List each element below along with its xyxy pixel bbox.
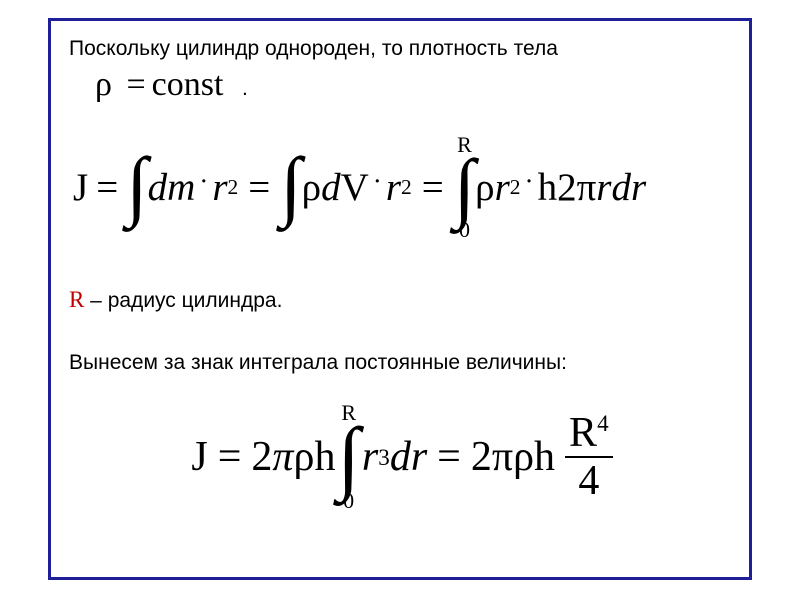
integral-2: ∫ [280, 154, 301, 216]
intro-text-span: Поскольку цилиндр однороден, то плотност… [69, 37, 558, 60]
equation-2: J = 2πρh R ∫ 0 r3dr = 2πρh R4 4 [69, 402, 735, 512]
equation-1: J = ∫ dm · r2 = ∫ ρdV · r2 = R ∫ 0 ρr2 ·… [73, 134, 735, 240]
integral-3: ∫ [454, 156, 475, 218]
slide-frame: Поскольку цилиндр однороден, то плотност… [48, 18, 752, 580]
r-c-wrap: r [495, 168, 510, 207]
r2-1: r [212, 168, 227, 207]
dash: – [84, 289, 107, 312]
eq-1b: = [238, 168, 280, 207]
J-1: J [73, 168, 88, 207]
h-3: h [534, 436, 555, 478]
integral-1: ∫ [126, 154, 147, 216]
eq-1c: = [412, 168, 454, 207]
frac-den: 4 [578, 458, 599, 502]
rho-5: ρ [513, 436, 534, 478]
R-letter: R [69, 287, 84, 312]
r-b: r [386, 166, 401, 209]
d2: d [321, 166, 341, 209]
rho-4: ρ [293, 436, 314, 478]
R-num: R [569, 410, 597, 456]
eq-2b: = [427, 436, 471, 478]
two-a: 2 [251, 436, 272, 478]
pi-1: π [577, 168, 597, 207]
dot-2: · [369, 168, 386, 195]
sup4: 4 [597, 410, 609, 436]
m1: m [167, 166, 195, 209]
integral-4-limits: R ∫ 0 [337, 402, 359, 512]
two-coef: 2 [557, 168, 577, 207]
r-c: r [495, 166, 510, 209]
const-word: const [152, 66, 224, 103]
radius-text: радиус цилиндра. [108, 289, 283, 312]
eq-2a: = [208, 436, 252, 478]
dot-3: · [521, 168, 538, 195]
r2-2: r [386, 168, 401, 207]
intro-text: Поскольку цилиндр однороден, то плотност… [69, 35, 735, 62]
period-1: . [242, 77, 248, 100]
integral-3-limits: R ∫ 0 [454, 134, 475, 240]
J-2: J [191, 436, 207, 478]
h-1: h [538, 168, 558, 207]
r-a: r [212, 166, 227, 209]
dV: d [321, 168, 341, 207]
frac-num: R4 [565, 412, 613, 456]
dot-1: · [195, 168, 212, 195]
integral-4: ∫ [337, 424, 359, 490]
r-d: r [596, 168, 611, 207]
slide-content: Поскольку цилиндр однороден, то плотност… [51, 21, 749, 577]
rho-const-equation: ρ =const . [95, 68, 735, 102]
equals-1: = [120, 66, 151, 103]
factor-out-text: Вынесем за знак интеграла постоянные вел… [69, 349, 735, 376]
rho-2: ρ [302, 168, 321, 207]
factor-out-span: Вынесем за знак интеграла постоянные вел… [69, 351, 567, 374]
d1: d [148, 166, 168, 209]
dr-2: dr [390, 436, 427, 478]
r-definition: R – радиус цилиндра. [69, 287, 735, 313]
r-e: r [362, 436, 378, 478]
h-2: h [314, 436, 335, 478]
rho-3: ρ [475, 168, 494, 207]
pi-3: π [492, 436, 513, 478]
fraction-R4-4: R4 4 [565, 412, 613, 502]
dm: dm [148, 168, 196, 207]
pi-2: π [272, 436, 293, 478]
two-b: 2 [471, 436, 492, 478]
V: V [341, 168, 369, 207]
rho-symbol: ρ [95, 66, 112, 103]
dr-1: dr [611, 168, 646, 207]
eq-1a: = [88, 168, 126, 207]
